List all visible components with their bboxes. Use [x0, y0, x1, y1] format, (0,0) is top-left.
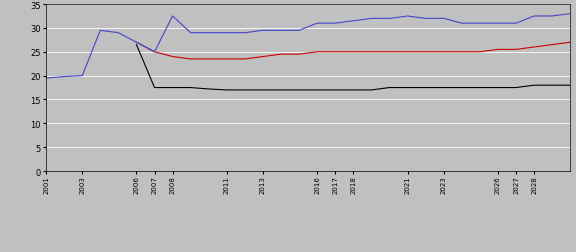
- Middelprisalternativet: [386, 51, 393, 54]
- Lavprisalternativet: [314, 89, 321, 92]
- Middelprisalternativet: [187, 58, 194, 61]
- Middelprisalternativet: [314, 51, 321, 54]
- Høyprisalternativet: [440, 18, 447, 21]
- Høyprisalternativet: [97, 30, 104, 33]
- Lavprisalternativet: [476, 87, 483, 90]
- Høyprisalternativet: [530, 15, 537, 18]
- Middelprisalternativet: [404, 51, 411, 54]
- Høyprisalternativet: [205, 32, 212, 35]
- Middelprisalternativet: [513, 49, 520, 52]
- Lavprisalternativet: [386, 87, 393, 90]
- Lavprisalternativet: [422, 87, 429, 90]
- Høyprisalternativet: [458, 22, 465, 25]
- Høyprisalternativet: [567, 13, 574, 16]
- Lavprisalternativet: [205, 88, 212, 91]
- Middelprisalternativet: [260, 56, 267, 59]
- Høyprisalternativet: [169, 15, 176, 18]
- Middelprisalternativet: [422, 51, 429, 54]
- Høyprisalternativet: [386, 18, 393, 21]
- Middelprisalternativet: [295, 53, 302, 56]
- Middelprisalternativet: [567, 42, 574, 45]
- Lavprisalternativet: [187, 87, 194, 90]
- Høyprisalternativet: [223, 32, 230, 35]
- Line: Høyprisalternativet: Høyprisalternativet: [46, 15, 570, 79]
- Lavprisalternativet: [368, 89, 375, 92]
- Høyprisalternativet: [260, 30, 267, 33]
- Lavprisalternativet: [241, 89, 248, 92]
- Lavprisalternativet: [278, 89, 285, 92]
- Middelprisalternativet: [332, 51, 339, 54]
- Middelprisalternativet: [223, 58, 230, 61]
- Middelprisalternativet: [205, 58, 212, 61]
- Høyprisalternativet: [422, 18, 429, 21]
- Høyprisalternativet: [60, 76, 67, 79]
- Høyprisalternativet: [368, 18, 375, 21]
- Lavprisalternativet: [494, 87, 501, 90]
- Middelprisalternativet: [530, 46, 537, 49]
- Høyprisalternativet: [151, 51, 158, 54]
- Middelprisalternativet: [476, 51, 483, 54]
- Lavprisalternativet: [295, 89, 302, 92]
- Høyprisalternativet: [133, 42, 140, 45]
- Lavprisalternativet: [440, 87, 447, 90]
- Høyprisalternativet: [513, 22, 520, 25]
- Høyprisalternativet: [278, 30, 285, 33]
- Middelprisalternativet: [169, 56, 176, 59]
- Lavprisalternativet: [513, 87, 520, 90]
- Middelprisalternativet: [458, 51, 465, 54]
- Lavprisalternativet: [223, 89, 230, 92]
- Line: Middelprisalternativet: Middelprisalternativet: [137, 43, 570, 60]
- Høyprisalternativet: [549, 15, 556, 18]
- Middelprisalternativet: [549, 44, 556, 47]
- Høyprisalternativet: [404, 15, 411, 18]
- Middelprisalternativet: [278, 53, 285, 56]
- Høyprisalternativet: [476, 22, 483, 25]
- Høyprisalternativet: [79, 75, 86, 78]
- Middelprisalternativet: [241, 58, 248, 61]
- Lavprisalternativet: [530, 84, 537, 87]
- Lavprisalternativet: [151, 87, 158, 90]
- Lavprisalternativet: [260, 89, 267, 92]
- Høyprisalternativet: [332, 22, 339, 25]
- Middelprisalternativet: [494, 49, 501, 52]
- Lavprisalternativet: [350, 89, 357, 92]
- Høyprisalternativet: [241, 32, 248, 35]
- Middelprisalternativet: [151, 51, 158, 54]
- Høyprisalternativet: [314, 22, 321, 25]
- Line: Lavprisalternativet: Lavprisalternativet: [137, 45, 570, 90]
- Høyprisalternativet: [187, 32, 194, 35]
- Lavprisalternativet: [133, 44, 140, 47]
- Høyprisalternativet: [350, 20, 357, 23]
- Middelprisalternativet: [350, 51, 357, 54]
- Høyprisalternativet: [43, 77, 50, 80]
- Lavprisalternativet: [549, 84, 556, 87]
- Middelprisalternativet: [440, 51, 447, 54]
- Middelprisalternativet: [133, 42, 140, 45]
- Lavprisalternativet: [567, 84, 574, 87]
- Middelprisalternativet: [368, 51, 375, 54]
- Lavprisalternativet: [458, 87, 465, 90]
- Høyprisalternativet: [494, 22, 501, 25]
- Høyprisalternativet: [115, 32, 122, 35]
- Lavprisalternativet: [169, 87, 176, 90]
- Høyprisalternativet: [295, 30, 302, 33]
- Lavprisalternativet: [404, 87, 411, 90]
- Lavprisalternativet: [332, 89, 339, 92]
